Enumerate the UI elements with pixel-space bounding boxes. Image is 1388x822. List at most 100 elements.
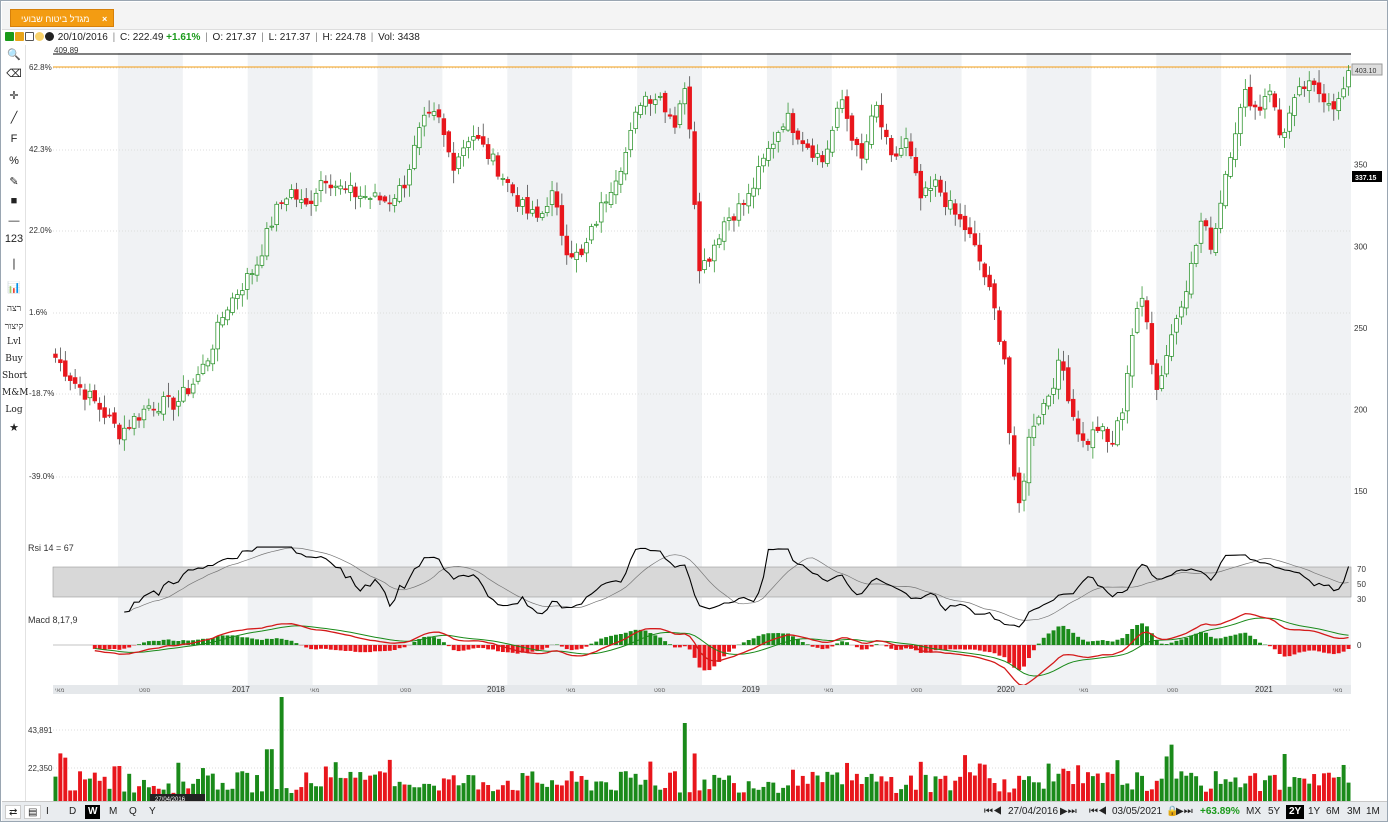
star-icon[interactable]: ★ [9, 422, 19, 434]
range-2y[interactable]: 2Y [1286, 805, 1305, 819]
fibonacci-icon[interactable]: F [10, 133, 18, 145]
pct-tick-label: 42.3% [29, 145, 52, 154]
vertical-line-icon[interactable]: ❘ [9, 258, 19, 270]
orange-indicator-icon[interactable] [15, 32, 24, 41]
candle [431, 111, 437, 116]
macd-bar [141, 642, 146, 645]
range-3m[interactable]: 3M [1347, 806, 1361, 817]
crosshair-icon[interactable]: ✛ [9, 90, 19, 102]
next-end-icon[interactable]: ▶⏭ [1176, 806, 1193, 817]
tool-lvl[interactable]: Lvl [7, 337, 21, 347]
candle [63, 360, 68, 377]
range-1y[interactable]: 1Y [1308, 806, 1321, 817]
macd-bar [363, 645, 368, 653]
lock-icon[interactable]: 🔒 [1166, 806, 1179, 817]
comment-icon[interactable] [45, 32, 54, 41]
tool-kitzur[interactable]: קיצור [4, 322, 24, 332]
tool-buy[interactable]: Buy [5, 354, 23, 364]
candle [294, 189, 299, 200]
macd-bar [1149, 633, 1154, 645]
candle [451, 152, 456, 171]
volume-bar [1026, 776, 1031, 801]
period-m[interactable]: M [109, 806, 118, 817]
line-tool-icon[interactable]: ╱ [10, 112, 18, 124]
volume-bar [146, 787, 151, 801]
numbers-icon[interactable]: 123 [4, 233, 24, 245]
period-w[interactable]: W [85, 805, 101, 819]
volume-bar [795, 785, 800, 801]
tool-mm[interactable]: M&M [2, 388, 29, 398]
percent-icon[interactable]: % [9, 155, 19, 167]
candle [913, 157, 919, 174]
candle [987, 274, 992, 288]
period-q[interactable]: Q [129, 806, 137, 817]
period-i[interactable]: I [46, 806, 49, 817]
range-1m[interactable]: 1M [1366, 806, 1380, 817]
candle [1297, 86, 1302, 96]
tool-ratsa[interactable]: רצה [6, 304, 22, 314]
info-r-icon[interactable] [25, 32, 34, 41]
candle [269, 225, 275, 228]
horizontal-line-icon[interactable]: — [8, 215, 20, 227]
macd-bar [461, 645, 466, 651]
range-start-date[interactable]: 27/04/2016 [1008, 806, 1059, 817]
macd-bar [894, 645, 899, 650]
period-y[interactable]: Y [149, 806, 156, 817]
pencil-icon[interactable]: ✎ [9, 176, 19, 188]
x-month-label: ספט [1167, 688, 1179, 694]
candle [697, 201, 702, 272]
volume-bar [1115, 760, 1120, 801]
search-icon[interactable]: 🔍 [7, 49, 21, 61]
macd-bar [687, 645, 692, 650]
clock-icon[interactable] [35, 32, 44, 41]
macd-bar [982, 645, 987, 652]
calendar-icon[interactable]: ▤ [24, 805, 42, 819]
volume-bar [220, 782, 225, 801]
volume-bar [132, 792, 137, 801]
close-icon[interactable]: × [102, 14, 108, 24]
macd-bar [781, 633, 786, 645]
range-5y[interactable]: 5Y [1268, 806, 1281, 817]
first-start-icon[interactable]: ⏮◀ [984, 806, 1002, 817]
rsi-label[interactable]: Rsi 14 = 67 [28, 543, 74, 553]
candle [1267, 90, 1273, 96]
candle [815, 153, 820, 158]
candle [1031, 425, 1037, 439]
candle [884, 129, 889, 138]
candle [117, 424, 122, 440]
candle [687, 86, 692, 130]
range-mx[interactable]: MX [1246, 806, 1261, 817]
pct-tick-label: 1.6% [29, 308, 47, 317]
volume-bar [1213, 771, 1218, 801]
tool-log[interactable]: Log [5, 405, 23, 415]
candle [362, 196, 368, 198]
eraser-icon[interactable]: ⌫ [6, 68, 22, 80]
macd-label[interactable]: Macd 8,17,9 [28, 615, 78, 625]
macd-bar [1125, 633, 1130, 645]
volume-bar [1336, 776, 1341, 801]
candles-icon[interactable]: 📊 [7, 282, 21, 294]
tool-short[interactable]: Short [2, 371, 28, 381]
bottom-toolbar: ⇄ ▤ I D W M Q Y ⏮◀ 27/04/2016 ▶⏭ ⏮◀ 03/0… [2, 801, 1387, 821]
macd-bar [181, 640, 186, 645]
chart-tab[interactable]: מגדל ביטוח שבועי × [10, 9, 115, 27]
range-6m[interactable]: 6M [1326, 806, 1340, 817]
toggle-icon[interactable]: ⇄ [5, 805, 22, 819]
macd-bar [210, 638, 215, 645]
next-start-icon[interactable]: ▶⏭ [1060, 806, 1077, 817]
candle [436, 109, 442, 118]
candle [1100, 426, 1105, 432]
candle [235, 294, 240, 299]
macd-bar [1022, 645, 1027, 667]
candle [613, 180, 619, 196]
color-swatch-icon[interactable]: ■ [10, 195, 18, 207]
volume-bar [407, 784, 412, 801]
period-d[interactable]: D [69, 806, 77, 817]
candle [161, 396, 166, 415]
green-flag-icon[interactable] [5, 32, 14, 41]
first-end-icon[interactable]: ⏮◀ [1089, 806, 1107, 817]
range-end-date[interactable]: 03/05/2021 [1112, 806, 1163, 817]
x-year-label: 2017 [232, 685, 250, 694]
macd-bar [436, 638, 441, 645]
